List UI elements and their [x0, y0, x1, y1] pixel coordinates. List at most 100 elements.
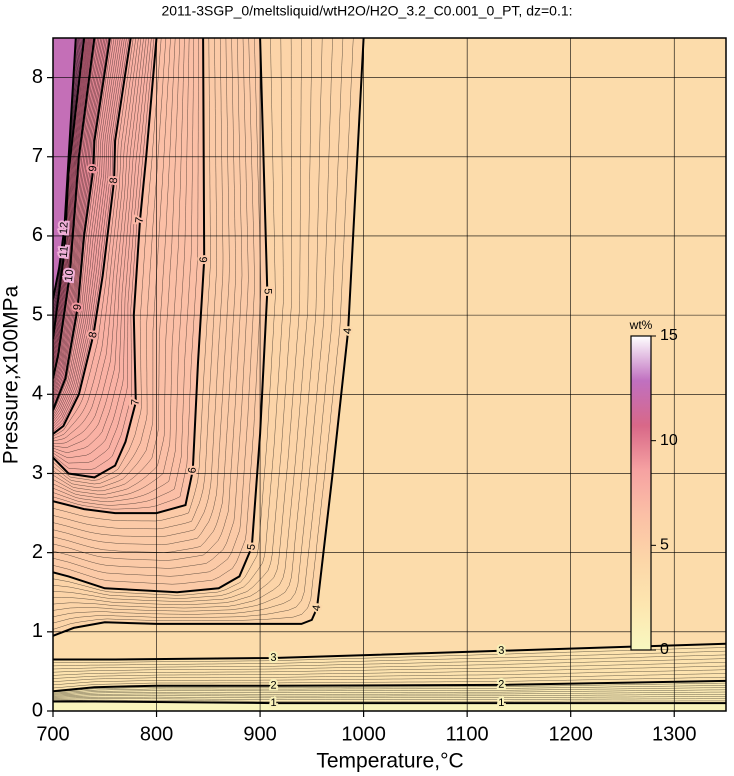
minor-contour [53, 38, 249, 569]
minor-contour [53, 38, 121, 423]
minor-contour [53, 658, 726, 673]
minor-contour [53, 38, 224, 538]
minor-contour [53, 647, 726, 663]
minor-contour [53, 38, 134, 437]
contour-label: 7 [134, 217, 146, 224]
x-tick-label: 1200 [548, 723, 593, 745]
x-tick-label: 700 [36, 723, 69, 745]
contour-line [53, 642, 726, 661]
minor-contour [53, 38, 167, 485]
y-tick-label: 3 [32, 462, 43, 484]
contour-label: 12 [58, 221, 71, 234]
minor-contour [53, 38, 147, 453]
minor-contour [53, 38, 176, 492]
colorbar-tick-label: 0 [660, 641, 669, 658]
contour-label: 9 [87, 165, 100, 172]
minor-contour [53, 38, 109, 408]
minor-contour [53, 38, 89, 355]
minor-contour [53, 696, 726, 699]
minor-contour [53, 38, 194, 506]
minor-contour [53, 691, 726, 697]
minor-contour [53, 699, 726, 702]
minor-contour [53, 685, 726, 694]
minor-contour [53, 38, 117, 418]
minor-contour [53, 38, 180, 495]
contour-label: 5 [245, 543, 258, 551]
contour-line [53, 38, 269, 594]
minor-contour [53, 38, 93, 371]
minor-contour [53, 38, 144, 448]
minor-contour [53, 673, 726, 686]
minor-contour [53, 38, 127, 430]
minor-contour [53, 38, 190, 503]
contour-label: 4 [311, 604, 324, 612]
contour-line [53, 679, 726, 693]
minor-contour [53, 38, 292, 602]
minor-contour [53, 38, 302, 606]
minor-contour [53, 38, 199, 510]
minor-contour [53, 38, 312, 609]
contour-line [53, 38, 365, 637]
contour-label: 3 [270, 652, 276, 664]
minor-contour [53, 38, 152, 464]
minor-contour [53, 38, 97, 382]
minor-contour [53, 38, 262, 585]
minor-contour [53, 677, 726, 689]
plot-frame [52, 37, 727, 712]
minor-contour [53, 38, 129, 432]
y-tick-label: 7 [32, 145, 43, 167]
x-axis-label: Temperature,°C [316, 750, 463, 773]
y-tick-label: 5 [32, 303, 43, 325]
minor-contour [53, 38, 333, 617]
colorbar-tick-label: 15 [660, 327, 678, 344]
contour-label: 2 [498, 679, 504, 691]
minor-contour [53, 38, 185, 499]
minor-contour [53, 38, 354, 630]
contour-fill [53, 38, 76, 300]
minor-contour [53, 38, 123, 425]
contour-line [53, 38, 206, 515]
contour-label: 2 [270, 680, 276, 692]
minor-contour [53, 38, 142, 444]
contour-label: 10 [63, 269, 76, 282]
y-tick-label: 4 [32, 383, 43, 405]
y-tick-label: 8 [32, 66, 43, 88]
colorbar-tick-label: 5 [660, 537, 669, 554]
contour-label: 6 [186, 467, 198, 474]
x-tick-label: 1100 [446, 723, 489, 745]
minor-contour [53, 38, 92, 367]
minor-contour [53, 38, 103, 395]
minor-contour [53, 38, 107, 404]
contour-label: 7 [130, 399, 142, 406]
y-tick-label: 2 [32, 541, 43, 563]
x-tick-label: 900 [243, 723, 276, 745]
contour-line [53, 700, 726, 705]
minor-contour [53, 38, 101, 392]
minor-contour [53, 682, 726, 693]
contour-line [53, 38, 158, 479]
minor-contour [53, 38, 149, 459]
axes: 700 800 900 1000 1100 1200 1300012345678wt%051… [32, 66, 697, 745]
minor-contour [53, 38, 230, 545]
minor-contour [53, 38, 243, 561]
contour-line [53, 38, 132, 435]
minor-contour [53, 38, 284, 599]
minor-contour [53, 669, 726, 682]
x-tick-label: 800 [140, 723, 173, 745]
contour-label: 6 [198, 257, 210, 263]
contour-line [53, 38, 77, 300]
minor-contour [53, 38, 100, 389]
minor-contour [53, 38, 323, 612]
minor-contour [53, 38, 88, 351]
y-tick-label: 0 [32, 699, 43, 721]
x-tick-label: 1300 [652, 723, 697, 745]
minor-contour [53, 38, 255, 577]
minor-contour [53, 38, 119, 420]
minor-contour [53, 38, 155, 470]
contour-label: 9 [71, 303, 84, 311]
contour-label: 1 [270, 697, 276, 709]
contour-label: 3 [498, 645, 504, 657]
contour-label: 4 [342, 327, 354, 334]
minor-contour [53, 694, 726, 698]
